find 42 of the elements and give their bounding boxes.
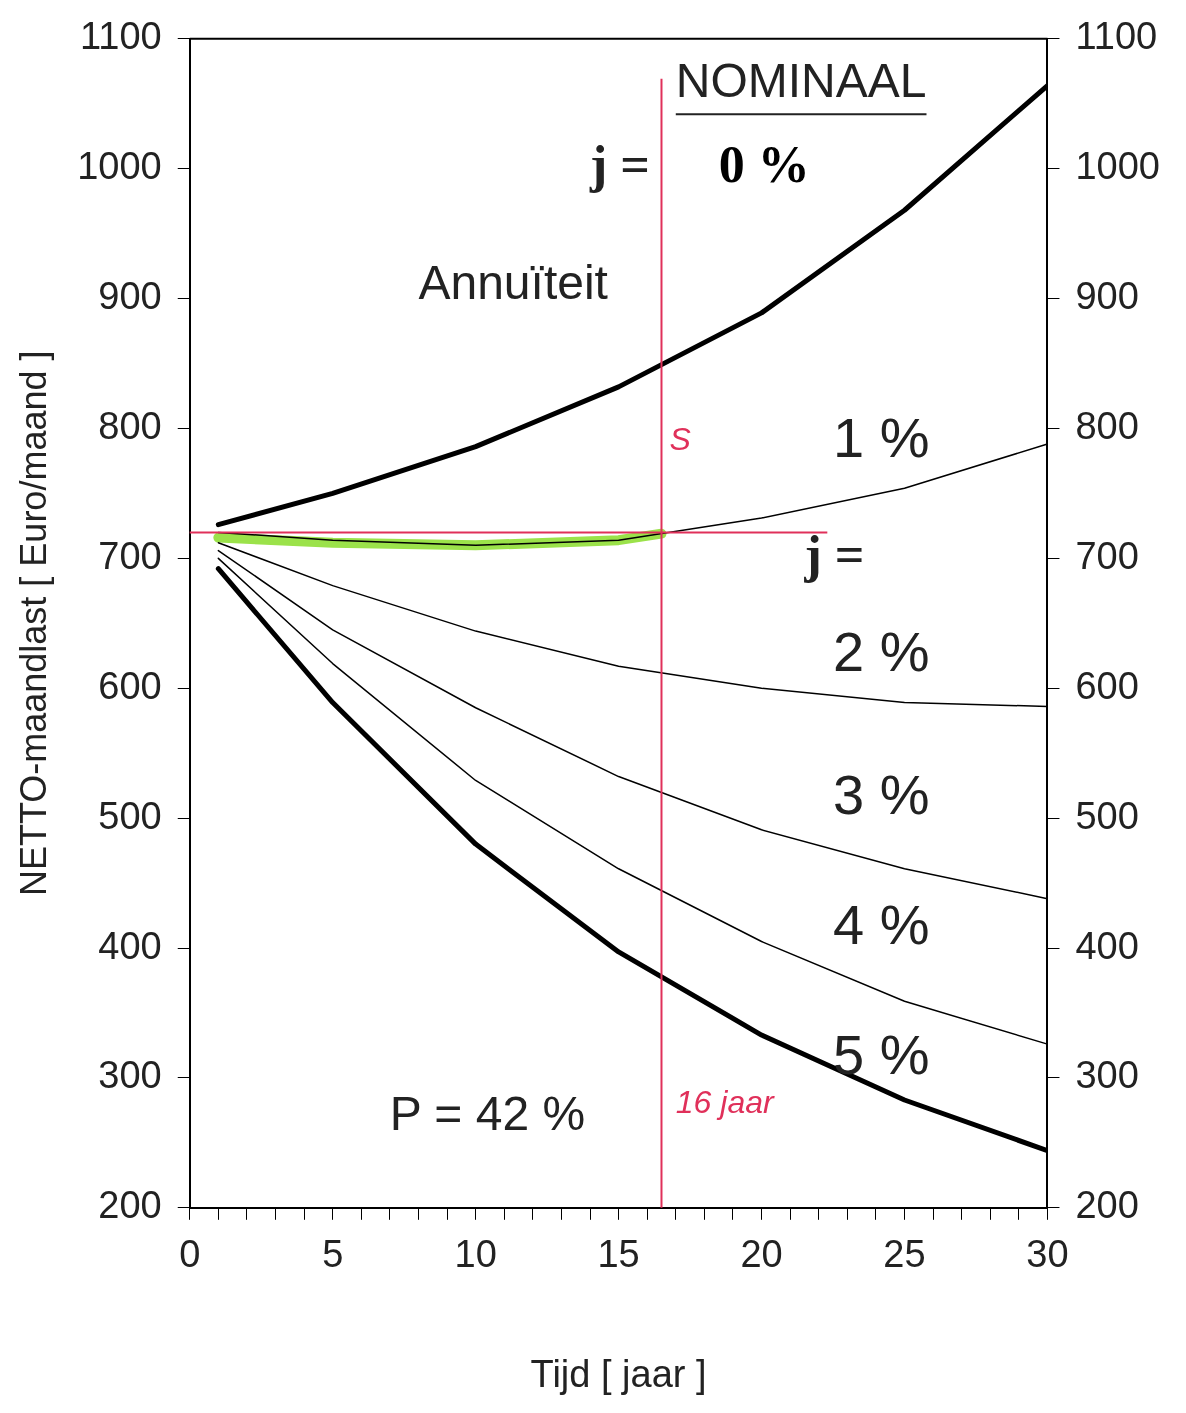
series-label: 3 % bbox=[833, 763, 930, 827]
y2-tick-label: 400 bbox=[1075, 924, 1139, 967]
y-tick-label: 900 bbox=[98, 275, 162, 318]
y-tick-label: 1000 bbox=[77, 145, 162, 188]
y2-tick-label: 900 bbox=[1075, 275, 1139, 318]
annotation: Annuïteit bbox=[418, 255, 608, 309]
y2-tick-label: 800 bbox=[1075, 404, 1139, 447]
x-tick-label: 10 bbox=[454, 1233, 497, 1276]
y-tick-label: 1100 bbox=[80, 15, 162, 58]
annotation: j = bbox=[589, 136, 650, 194]
y2-tick-label: 500 bbox=[1075, 794, 1139, 837]
x-tick-label: 15 bbox=[597, 1233, 640, 1276]
series-label: 4 % bbox=[833, 892, 930, 956]
x-tick-label: 5 bbox=[322, 1233, 344, 1276]
y-tick-label: 500 bbox=[98, 794, 162, 837]
y-tick-label: 200 bbox=[98, 1184, 162, 1227]
y2-tick-label: 1100 bbox=[1075, 15, 1158, 58]
series-label: 2 % bbox=[833, 620, 930, 684]
series-label: 0 % bbox=[718, 136, 810, 194]
y2-tick-label: 700 bbox=[1075, 534, 1139, 577]
y2-tick-label: 300 bbox=[1075, 1054, 1139, 1097]
y-tick-label: 600 bbox=[98, 664, 162, 707]
annotation: P = 42 % bbox=[389, 1087, 586, 1141]
x-tick-label: 20 bbox=[740, 1233, 783, 1276]
y2-tick-label: 200 bbox=[1075, 1184, 1139, 1227]
x-tick-label: 25 bbox=[883, 1233, 926, 1276]
annotation: S bbox=[669, 421, 691, 458]
y-tick-label: 800 bbox=[98, 404, 162, 447]
annotation: 16 jaar bbox=[675, 1083, 775, 1120]
y-tick-label: 400 bbox=[98, 924, 162, 967]
y2-tick-label: 1000 bbox=[1075, 145, 1161, 188]
y-axis-title: NETTO-maandlast [ Euro/maand ] bbox=[12, 350, 54, 897]
y-tick-label: 700 bbox=[98, 534, 162, 577]
x-axis-title: Tijd [ jaar ] bbox=[530, 1352, 707, 1395]
x-tick-label: 0 bbox=[179, 1233, 201, 1276]
annotation: NOMINAAL bbox=[675, 54, 927, 108]
annotation: j = bbox=[803, 525, 865, 583]
x-tick-label: 30 bbox=[1026, 1233, 1069, 1276]
y-tick-label: 300 bbox=[98, 1054, 162, 1097]
series-label: 5 % bbox=[833, 1022, 930, 1086]
y2-tick-label: 600 bbox=[1075, 664, 1139, 707]
series-label: 1 % bbox=[833, 405, 930, 469]
